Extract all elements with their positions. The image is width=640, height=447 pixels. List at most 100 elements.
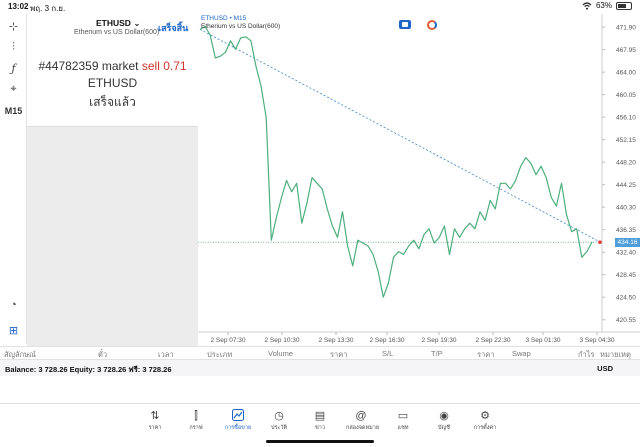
status-date: พฤ. 3 ก.ย.: [30, 4, 66, 13]
order-symbol: ETHUSD: [87, 76, 138, 90]
x-tick-label: 3 Sep 04:30: [579, 337, 614, 344]
x-tick-label: 2 Sep 07:30: [210, 337, 245, 344]
chevron-down-icon: ⌄: [133, 18, 141, 28]
wifi-icon: [582, 1, 592, 10]
trade-result-card: ETHUSD ⌄ Etherium vs US Dollar(600) เสร็…: [27, 14, 198, 127]
col-swap[interactable]: Swap: [512, 349, 531, 358]
status-right: 63%: [582, 1, 632, 10]
nav-label: ข่าว: [315, 425, 325, 431]
col-type[interactable]: ประเภท: [207, 350, 233, 359]
order-line: #44782359 market sell 0.71: [27, 59, 198, 73]
col-volume[interactable]: Volume: [268, 349, 294, 358]
battery-icon: [616, 1, 632, 10]
col-time[interactable]: เวลา: [158, 350, 174, 359]
add-box-icon[interactable]: ⊞: [8, 324, 19, 337]
y-tick-label: 456.10: [616, 115, 636, 122]
mailbox-icon: @: [355, 410, 367, 422]
settings-icon: ⚙: [480, 410, 490, 422]
indicator-icon[interactable]: ƒ: [11, 61, 16, 75]
chat-icon: ▭: [397, 410, 409, 422]
panel-symbol-desc: Etherium vs US Dollar(600): [74, 29, 160, 36]
y-tick-label: 467.95: [616, 47, 636, 54]
nav-quotes[interactable]: ⇅ ราคา: [140, 409, 170, 432]
nav-chat[interactable]: ▭ แชท: [388, 409, 418, 432]
nav-label: ประวัติ: [270, 425, 288, 431]
speedometer-icon[interactable]: ◔: [10, 299, 17, 311]
account-icon: ◉: [439, 410, 449, 422]
trade-icon: [223, 409, 253, 423]
col-sl[interactable]: S/L: [382, 349, 394, 358]
col-ticket[interactable]: ตั๋ว: [98, 350, 108, 359]
trade-panel: ETHUSD ⌄ Etherium vs US Dollar(600) เสร็…: [27, 14, 198, 346]
order-status: เสร็จแล้ว: [89, 95, 136, 109]
nav-trade[interactable]: การซื้อขาย: [223, 409, 253, 432]
timeframe-button[interactable]: M15: [4, 106, 23, 116]
nav-label: ราคา: [148, 425, 162, 431]
y-tick-label: 452.15: [616, 137, 636, 144]
nav-label: กราฟ: [189, 425, 203, 431]
balance-currency: USD: [597, 364, 613, 373]
news-icon: ▤: [314, 410, 326, 422]
balance-bar: Balance: 3 728.26 Equity: 3 728.26 ฟรี: …: [0, 360, 640, 376]
y-tick-label: 444.25: [616, 182, 636, 189]
x-tick-label: 3 Sep 01:30: [525, 337, 560, 344]
nav-settings[interactable]: ⚙ การตั้งค่า: [470, 409, 500, 432]
trade-marker: [598, 240, 602, 244]
y-tick-label: 460.05: [616, 92, 636, 99]
trend-line: [199, 29, 601, 243]
order-side: sell 0.71: [141, 59, 187, 73]
col-comment[interactable]: หมายเหตุ: [600, 350, 631, 359]
nav-news[interactable]: ▤ ข่าว: [305, 409, 335, 432]
y-tick-label: 471.90: [616, 25, 636, 32]
quotes-icon: ⇅: [150, 410, 160, 422]
col-profit[interactable]: กำไร: [578, 350, 595, 359]
x-tick-label: 2 Sep 16:30: [369, 337, 404, 344]
bottom-nav: ⇅ ราคา ⫿ กราฟ การซื้อขาย ◷ ประวัติ ▤ ข่า…: [0, 403, 640, 447]
col-symbol[interactable]: สัญลักษณ์: [4, 350, 37, 359]
y-tick-label: 420.55: [616, 317, 636, 324]
nav-account[interactable]: ◉ บัญชี: [429, 409, 459, 432]
y-tick-label: 440.30: [616, 205, 636, 212]
y-tick-label: 424.50: [616, 295, 636, 302]
nav-label: แชท: [397, 425, 409, 431]
chart-toolbar: ⊹ ⫶ ƒ ⌖ M15 ◔ ⊞: [0, 14, 27, 344]
one-click-trading-icon[interactable]: [399, 20, 411, 29]
price-series-line: [199, 25, 593, 298]
balance-text: Balance: 3 728.26 Equity: 3 728.26 ฟรี: …: [5, 365, 172, 374]
panel-symbol[interactable]: ETHUSD ⌄: [96, 18, 141, 28]
price-chart[interactable]: 471.90 467.95 464.00 460.05 456.10 452.15 448.…: [198, 14, 640, 346]
candles-icon[interactable]: ⫶: [12, 40, 15, 53]
battery-percent: 63%: [595, 1, 612, 10]
crosshair-icon[interactable]: ⊹: [8, 20, 19, 33]
status-bar: 13:02 พฤ. 3 ก.ย. 63%: [0, 0, 640, 14]
chart-candles-icon: ⫿: [194, 410, 198, 422]
nav-history[interactable]: ◷ ประวัติ: [264, 409, 294, 432]
nav-label: บัญชี: [438, 425, 450, 431]
y-tick-label: 464.00: [616, 70, 636, 77]
nav-label: การตั้งค่า: [473, 425, 497, 431]
x-tick-label: 2 Sep 10:30: [264, 337, 299, 344]
x-tick-label: 2 Sep 13:30: [318, 337, 353, 344]
x-tick-label: 2 Sep 22:30: [475, 337, 510, 344]
nav-label: กล่องจดหมาย: [346, 425, 380, 431]
trade-level-icon[interactable]: [427, 20, 437, 30]
col-price-current[interactable]: ราคา: [477, 350, 495, 359]
home-indicator: [266, 440, 374, 443]
nav-mailbox[interactable]: @ กล่องจดหมาย: [346, 409, 380, 432]
col-tp[interactable]: T/P: [431, 349, 443, 358]
y-tick-label: 448.20: [616, 160, 636, 167]
nav-chart[interactable]: ⫿ กราฟ: [181, 409, 211, 432]
chart-subtitle: Etherium vs US Dollar(600): [201, 23, 281, 30]
x-tick-label: 2 Sep 19:30: [421, 337, 456, 344]
shapes-icon[interactable]: ⌖: [10, 82, 17, 95]
y-tick-label: 428.45: [616, 272, 636, 279]
order-number: #44782359 market: [38, 59, 139, 73]
status-time: 13:02: [8, 2, 29, 11]
y-tick-label: 436.35: [616, 227, 636, 234]
done-button[interactable]: เสร็จสิ้น: [158, 23, 189, 33]
col-price[interactable]: ราคา: [330, 350, 348, 359]
chart-canvas[interactable]: 471.90 467.95 464.00 460.05 456.10 452.15 448.…: [198, 14, 640, 346]
positions-header: สัญลักษณ์ ตั๋ว เวลา ประเภท Volume ราคา S…: [0, 346, 640, 360]
current-price-tag: 434.16: [615, 237, 640, 247]
chart-title: ETHUSD • M15: [201, 15, 247, 22]
